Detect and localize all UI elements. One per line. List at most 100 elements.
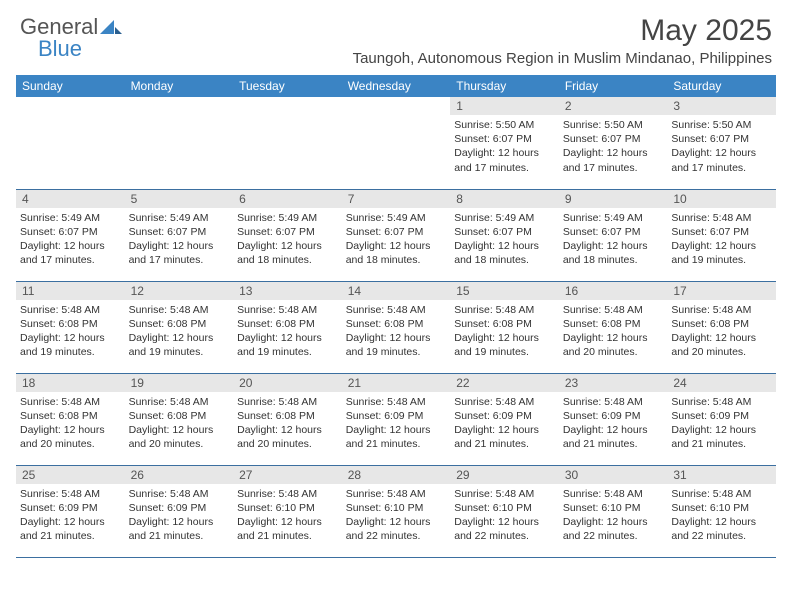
sunrise-text: Sunrise: 5:48 AM [563, 487, 664, 501]
day-data: Sunrise: 5:48 AMSunset: 6:08 PMDaylight:… [125, 300, 234, 362]
day-data: Sunrise: 5:48 AMSunset: 6:08 PMDaylight:… [16, 300, 125, 362]
page-header: General May 2025 [0, 0, 792, 50]
day-number: 24 [667, 374, 776, 392]
sunset-text: Sunset: 6:07 PM [563, 132, 664, 146]
day-number: 7 [342, 190, 451, 208]
day-number: 18 [16, 374, 125, 392]
weekday-header: Tuesday [233, 75, 342, 97]
sunrise-text: Sunrise: 5:48 AM [671, 487, 772, 501]
sunrise-text: Sunrise: 5:48 AM [671, 211, 772, 225]
day-data: Sunrise: 5:48 AMSunset: 6:10 PMDaylight:… [667, 484, 776, 546]
sunrise-text: Sunrise: 5:48 AM [346, 303, 447, 317]
day-number: 25 [16, 466, 125, 484]
daylight-text: Daylight: 12 hours and 20 minutes. [20, 423, 121, 451]
day-number: 31 [667, 466, 776, 484]
sunrise-text: Sunrise: 5:48 AM [20, 395, 121, 409]
day-number: 6 [233, 190, 342, 208]
sunset-text: Sunset: 6:08 PM [237, 317, 338, 331]
calendar-week-row: 1Sunrise: 5:50 AMSunset: 6:07 PMDaylight… [16, 97, 776, 189]
weekday-header: Wednesday [342, 75, 451, 97]
daylight-text: Daylight: 12 hours and 19 minutes. [129, 331, 230, 359]
day-data: Sunrise: 5:48 AMSunset: 6:09 PMDaylight:… [125, 484, 234, 546]
weekday-header: Friday [559, 75, 668, 97]
calendar-day-cell: 12Sunrise: 5:48 AMSunset: 6:08 PMDayligh… [125, 281, 234, 373]
daylight-text: Daylight: 12 hours and 21 minutes. [671, 423, 772, 451]
sunset-text: Sunset: 6:09 PM [454, 409, 555, 423]
calendar-day-cell [16, 97, 125, 189]
sunset-text: Sunset: 6:07 PM [454, 132, 555, 146]
sunrise-text: Sunrise: 5:48 AM [454, 303, 555, 317]
daylight-text: Daylight: 12 hours and 21 minutes. [346, 423, 447, 451]
weekday-header: Monday [125, 75, 234, 97]
calendar-day-cell: 29Sunrise: 5:48 AMSunset: 6:10 PMDayligh… [450, 465, 559, 557]
sunset-text: Sunset: 6:07 PM [454, 225, 555, 239]
daylight-text: Daylight: 12 hours and 17 minutes. [20, 239, 121, 267]
sunset-text: Sunset: 6:09 PM [20, 501, 121, 515]
calendar-day-cell: 7Sunrise: 5:49 AMSunset: 6:07 PMDaylight… [342, 189, 451, 281]
day-data: Sunrise: 5:48 AMSunset: 6:09 PMDaylight:… [342, 392, 451, 454]
daylight-text: Daylight: 12 hours and 20 minutes. [237, 423, 338, 451]
calendar-body: 1Sunrise: 5:50 AMSunset: 6:07 PMDaylight… [16, 97, 776, 557]
calendar-day-cell: 24Sunrise: 5:48 AMSunset: 6:09 PMDayligh… [667, 373, 776, 465]
day-number: 10 [667, 190, 776, 208]
day-number: 30 [559, 466, 668, 484]
day-data: Sunrise: 5:48 AMSunset: 6:10 PMDaylight:… [233, 484, 342, 546]
calendar-week-row: 4Sunrise: 5:49 AMSunset: 6:07 PMDaylight… [16, 189, 776, 281]
calendar-day-cell: 28Sunrise: 5:48 AMSunset: 6:10 PMDayligh… [342, 465, 451, 557]
sunrise-text: Sunrise: 5:48 AM [237, 303, 338, 317]
calendar-day-cell: 15Sunrise: 5:48 AMSunset: 6:08 PMDayligh… [450, 281, 559, 373]
sunrise-text: Sunrise: 5:48 AM [346, 487, 447, 501]
calendar-day-cell: 16Sunrise: 5:48 AMSunset: 6:08 PMDayligh… [559, 281, 668, 373]
daylight-text: Daylight: 12 hours and 17 minutes. [671, 146, 772, 174]
daylight-text: Daylight: 12 hours and 21 minutes. [20, 515, 121, 543]
calendar-day-cell: 30Sunrise: 5:48 AMSunset: 6:10 PMDayligh… [559, 465, 668, 557]
calendar-day-cell: 18Sunrise: 5:48 AMSunset: 6:08 PMDayligh… [16, 373, 125, 465]
sunrise-text: Sunrise: 5:48 AM [129, 303, 230, 317]
day-number: 26 [125, 466, 234, 484]
day-data: Sunrise: 5:48 AMSunset: 6:08 PMDaylight:… [125, 392, 234, 454]
calendar-day-cell [233, 97, 342, 189]
sunrise-text: Sunrise: 5:48 AM [129, 395, 230, 409]
day-number: 23 [559, 374, 668, 392]
day-number: 21 [342, 374, 451, 392]
sunset-text: Sunset: 6:07 PM [563, 225, 664, 239]
calendar-day-cell [342, 97, 451, 189]
calendar-day-cell: 8Sunrise: 5:49 AMSunset: 6:07 PMDaylight… [450, 189, 559, 281]
day-data: Sunrise: 5:48 AMSunset: 6:10 PMDaylight:… [450, 484, 559, 546]
day-data: Sunrise: 5:48 AMSunset: 6:10 PMDaylight:… [342, 484, 451, 546]
sunset-text: Sunset: 6:08 PM [671, 317, 772, 331]
day-data: Sunrise: 5:48 AMSunset: 6:08 PMDaylight:… [233, 300, 342, 362]
calendar-day-cell: 17Sunrise: 5:48 AMSunset: 6:08 PMDayligh… [667, 281, 776, 373]
sunset-text: Sunset: 6:09 PM [671, 409, 772, 423]
calendar-day-cell: 27Sunrise: 5:48 AMSunset: 6:10 PMDayligh… [233, 465, 342, 557]
sunrise-text: Sunrise: 5:48 AM [563, 395, 664, 409]
calendar-day-cell: 21Sunrise: 5:48 AMSunset: 6:09 PMDayligh… [342, 373, 451, 465]
sunrise-text: Sunrise: 5:48 AM [454, 487, 555, 501]
day-number: 12 [125, 282, 234, 300]
sunset-text: Sunset: 6:08 PM [454, 317, 555, 331]
calendar-day-cell: 9Sunrise: 5:49 AMSunset: 6:07 PMDaylight… [559, 189, 668, 281]
sunset-text: Sunset: 6:10 PM [454, 501, 555, 515]
day-data: Sunrise: 5:48 AMSunset: 6:08 PMDaylight:… [233, 392, 342, 454]
calendar-day-cell: 26Sunrise: 5:48 AMSunset: 6:09 PMDayligh… [125, 465, 234, 557]
day-data: Sunrise: 5:49 AMSunset: 6:07 PMDaylight:… [16, 208, 125, 270]
sunset-text: Sunset: 6:08 PM [20, 409, 121, 423]
daylight-text: Daylight: 12 hours and 17 minutes. [129, 239, 230, 267]
sunrise-text: Sunrise: 5:48 AM [20, 303, 121, 317]
sunrise-text: Sunrise: 5:48 AM [454, 395, 555, 409]
sunrise-text: Sunrise: 5:49 AM [346, 211, 447, 225]
daylight-text: Daylight: 12 hours and 19 minutes. [346, 331, 447, 359]
day-number: 29 [450, 466, 559, 484]
daylight-text: Daylight: 12 hours and 19 minutes. [237, 331, 338, 359]
sunrise-text: Sunrise: 5:49 AM [563, 211, 664, 225]
day-number: 3 [667, 97, 776, 115]
day-data: Sunrise: 5:48 AMSunset: 6:08 PMDaylight:… [16, 392, 125, 454]
day-number: 8 [450, 190, 559, 208]
daylight-text: Daylight: 12 hours and 22 minutes. [671, 515, 772, 543]
sunset-text: Sunset: 6:09 PM [563, 409, 664, 423]
weekday-header-row: Sunday Monday Tuesday Wednesday Thursday… [16, 75, 776, 97]
sail-icon [100, 18, 122, 36]
day-data: Sunrise: 5:49 AMSunset: 6:07 PMDaylight:… [559, 208, 668, 270]
daylight-text: Daylight: 12 hours and 18 minutes. [237, 239, 338, 267]
calendar-day-cell: 19Sunrise: 5:48 AMSunset: 6:08 PMDayligh… [125, 373, 234, 465]
